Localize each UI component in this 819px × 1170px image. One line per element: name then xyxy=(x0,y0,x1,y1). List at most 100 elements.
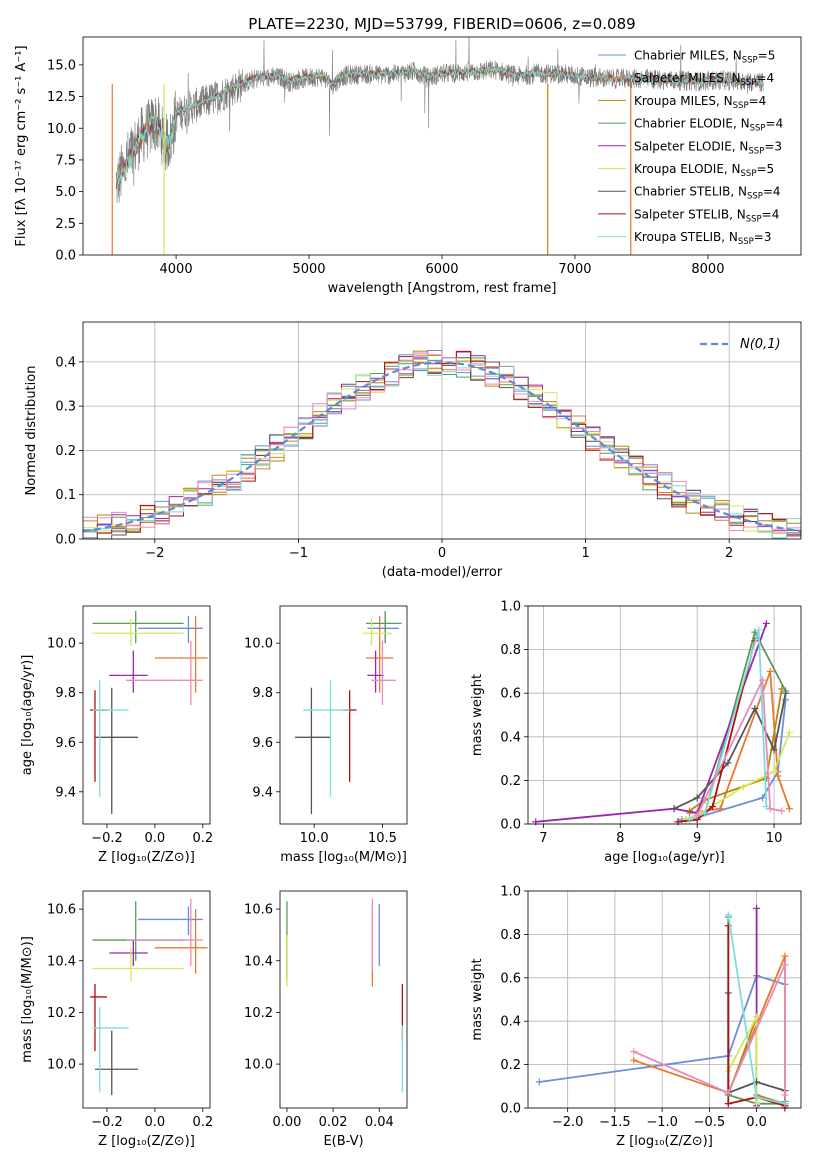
axes-frame xyxy=(279,890,408,1109)
x-tick-label: 10.5 xyxy=(368,831,397,846)
y-tick-label: 9.4 xyxy=(252,785,273,800)
x-tick-label: −1 xyxy=(289,546,308,561)
x-tick-label: 0.0 xyxy=(145,831,166,846)
x-tick-label: 0.2 xyxy=(192,1115,213,1130)
x-tick-label: −0.2 xyxy=(91,831,123,846)
x-axis-label: E(B-V) xyxy=(323,1134,363,1149)
x-tick-label: 0.2 xyxy=(192,831,213,846)
y-tick-label: 0.4 xyxy=(500,730,521,745)
y-tick-label: 1.0 xyxy=(500,885,521,900)
y-tick-label: 10.4 xyxy=(47,954,76,969)
x-tick-label: −0.5 xyxy=(694,1115,726,1130)
mass-weight-line xyxy=(535,623,768,823)
y-tick-label: 9.6 xyxy=(252,736,273,751)
x-tick-label: 7000 xyxy=(558,262,591,277)
legend-label: Kroupa ELODIE, NSSP=5 xyxy=(634,162,774,179)
y-tick-label: 2.5 xyxy=(55,217,76,232)
spectrum-panel: 4000 5000 6000 7000 8000 0.0 2.5 5.0 7.5 10.0 12.5… xyxy=(14,36,802,296)
x-tick-label: 0.0 xyxy=(746,1115,767,1130)
legend-label: Salpeter STELIB, NSSP=4 xyxy=(634,207,779,224)
y-axis-label: mass weight xyxy=(470,958,485,1040)
mass_vs_Z-panel: −0.2 0.0 0.2 10.0 10.2 10.4 10.6 Z [log₁₀(Z/Z⊙)… xyxy=(20,890,213,1149)
x-tick-label: 5000 xyxy=(292,262,325,277)
y-tick-label: 0.2 xyxy=(500,774,521,789)
y-tick-label: 9.8 xyxy=(252,686,273,701)
x-axis-label: wavelength [Angstrom, rest frame] xyxy=(328,281,557,296)
x-axis-label: age [log₁₀(age/yr)] xyxy=(604,850,725,865)
y-tick-label: 10.0 xyxy=(47,122,76,137)
y-tick-label: 0.0 xyxy=(55,533,76,548)
x-axis-label: mass [log₁₀(M/M⊙)] xyxy=(280,850,407,865)
legend-label: N(0,1) xyxy=(740,337,781,352)
age_vs_mass-panel: 10.0 10.5 9.4 9.6 9.8 10.0 mass [log₁₀(M/M⊙)] xyxy=(244,605,408,865)
y-axis-label: age [log₁₀(age/yr)] xyxy=(20,655,35,776)
figure-title: PLATE=2230, MJD=53799, FIBERID=0606, z=0… xyxy=(248,15,635,33)
y-tick-label: 0.6 xyxy=(500,971,521,986)
x-tick-label: 9 xyxy=(693,831,701,846)
x-tick-label: 1 xyxy=(581,546,589,561)
y-tick-label: 10.0 xyxy=(244,637,273,652)
mass-weight-line xyxy=(688,688,783,812)
y-tick-label: 0.6 xyxy=(500,687,521,702)
x-tick-label: −0.2 xyxy=(91,1115,123,1130)
axes-frame xyxy=(82,890,211,1109)
y-tick-label: 12.5 xyxy=(47,90,76,105)
x-axis-label: Z [log₁₀(Z/Z⊙)] xyxy=(98,1134,195,1149)
x-tick-label: −2 xyxy=(145,546,164,561)
x-tick-label: 0 xyxy=(438,546,446,561)
x-tick-label: 0.00 xyxy=(272,1115,301,1130)
mass-weight-line xyxy=(696,676,782,816)
y-tick-label: 10.0 xyxy=(47,637,76,652)
legend-label: Chabrier STELIB, NSSP=4 xyxy=(634,185,781,202)
y-tick-label: 0.4 xyxy=(500,1015,521,1030)
x-tick-label: 4000 xyxy=(160,262,193,277)
x-tick-label: −1.5 xyxy=(599,1115,631,1130)
histogram-lines xyxy=(83,350,801,539)
x-axis-label: (data-model)/error xyxy=(382,565,503,580)
x-tick-label: 2 xyxy=(725,546,733,561)
x-tick-label: 0.02 xyxy=(319,1115,348,1130)
spectrum-legend: Chabrier MILES, NSSP=5 Salpeter MILES, NS… xyxy=(598,49,783,247)
x-axis-label: Z [log₁₀(Z/Z⊙)] xyxy=(616,1134,713,1149)
y-tick-label: 0.4 xyxy=(55,355,76,370)
axes-frame xyxy=(82,36,802,256)
legend-label: Chabrier ELODIE, NSSP=4 xyxy=(634,117,783,134)
y-tick-label: 9.4 xyxy=(55,785,76,800)
y-tick-label: 0.2 xyxy=(55,444,76,459)
massweight_vs_Z-panel: −2.0 −1.5 −1.0 −0.5 0.0 0.0 0.2 0.4 0.6 0.8 1.0 Z [… xyxy=(470,885,802,1149)
y-tick-label: 5.0 xyxy=(55,185,76,200)
legend-label: Salpeter ELODIE, NSSP=3 xyxy=(634,139,782,156)
y-tick-label: 10.2 xyxy=(244,1006,273,1021)
x-tick-label: −2.0 xyxy=(552,1115,584,1130)
y-tick-label: 9.6 xyxy=(55,736,76,751)
x-tick-label: −1.0 xyxy=(646,1115,678,1130)
y-axis-label: mass [log₁₀(M/M⊙)] xyxy=(20,936,35,1063)
y-tick-label: 0.3 xyxy=(55,400,76,415)
y-tick-label: 10.0 xyxy=(244,1058,273,1073)
y-tick-label: 15.0 xyxy=(47,58,76,73)
x-tick-label: 8 xyxy=(616,831,624,846)
x-tick-label: 10 xyxy=(766,831,783,846)
y-axis-label: Flux [fλ 10⁻¹⁷ erg cm⁻² s⁻¹ A⁻¹] xyxy=(14,45,29,246)
mass_vs_EBV-panel: 0.00 0.02 0.04 10.0 10.2 10.4 10.6 E(B-V) xyxy=(244,890,408,1149)
x-tick-label: 7 xyxy=(539,831,547,846)
y-tick-label: 10.0 xyxy=(47,1058,76,1073)
y-tick-label: 0.8 xyxy=(500,643,521,658)
age_vs_Z-panel: −0.2 0.0 0.2 9.4 9.6 9.8 10.0 Z [log₁₀(Z/Z⊙)] ag… xyxy=(20,605,213,865)
legend-label: Chabrier MILES, NSSP=5 xyxy=(634,49,775,66)
mass-weight-line xyxy=(633,964,786,1095)
y-axis-label: mass weight xyxy=(470,674,485,756)
y-tick-label: 0.0 xyxy=(500,818,521,833)
axes-frame xyxy=(527,890,802,1109)
model-spectrum-line xyxy=(115,66,764,185)
y-tick-label: 0.1 xyxy=(55,488,76,503)
legend-label: Kroupa MILES, NSSP=4 xyxy=(634,94,766,111)
y-tick-label: 10.6 xyxy=(47,903,76,918)
y-axis-label: Normed distribution xyxy=(24,366,39,496)
normal-reference-curve xyxy=(83,361,801,533)
y-tick-label: 0.8 xyxy=(500,928,521,943)
x-tick-label: 10.0 xyxy=(300,831,329,846)
spectrum-lines xyxy=(111,37,764,255)
x-tick-label: 0.0 xyxy=(145,1115,166,1130)
